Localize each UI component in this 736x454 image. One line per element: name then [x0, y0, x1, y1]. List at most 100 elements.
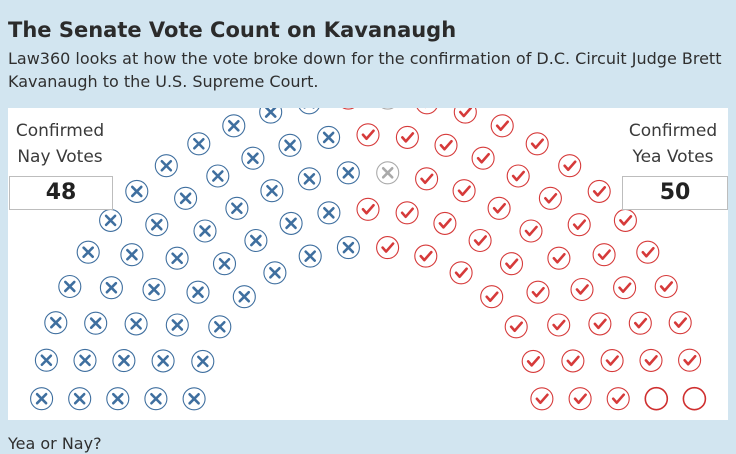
seat-nay [193, 219, 217, 243]
seat-nay [241, 146, 265, 170]
chart-title: The Senate Vote Count on Kavanaugh [8, 18, 457, 42]
seat-nay [244, 228, 268, 253]
seat-yea [471, 146, 495, 170]
seat-nay [76, 240, 100, 264]
seat-yea [628, 311, 652, 335]
seat-yea [587, 179, 611, 203]
seat-yea [449, 261, 473, 285]
seat-nay [154, 154, 178, 178]
seat-yea [342, 108, 355, 110]
seat-yea [526, 280, 550, 304]
seat-yea [613, 276, 637, 300]
seat-yea [654, 274, 678, 299]
seat-diagram [30, 108, 707, 411]
seat-nay [142, 277, 166, 302]
seat-nay [120, 243, 144, 267]
seat-yea [356, 123, 380, 147]
seat-nay [225, 196, 249, 220]
seat-nay [182, 387, 206, 411]
seat-nay [58, 274, 82, 299]
seat-nay [124, 312, 148, 336]
seat-nay [73, 348, 97, 372]
seat-yea [530, 387, 554, 411]
filter-prompt: Yea or Nay? [8, 434, 102, 453]
seat-yea [395, 201, 419, 225]
seat-nay [336, 161, 360, 185]
seat-yea [592, 243, 616, 267]
seat-nay [174, 186, 198, 210]
seat-nay [317, 125, 341, 149]
seat-not-voting [381, 108, 394, 110]
seat-yea [453, 108, 477, 124]
yea-votes-count: 50 [622, 176, 728, 210]
seat-yea [525, 132, 549, 156]
seat-yea [415, 167, 439, 191]
seat-present [682, 386, 707, 411]
seat-nay [99, 208, 123, 232]
seat-yea [519, 219, 543, 243]
seat-nay [279, 211, 303, 235]
seat-yea [568, 387, 592, 411]
seat-nay [208, 315, 232, 339]
seat-nay [186, 280, 210, 304]
seat-yea [376, 236, 400, 260]
seat-yea [678, 348, 702, 372]
seat-yea [499, 252, 524, 276]
seat-yea [416, 108, 438, 115]
seat-yea [490, 114, 514, 138]
seat-nay [212, 252, 237, 276]
seat-nay [84, 311, 108, 335]
seat-nay [34, 348, 58, 372]
seat-nay [297, 167, 321, 191]
seat-not-voting [376, 161, 400, 185]
seat-yea [521, 349, 545, 373]
seat-yea [606, 387, 630, 411]
nay-votes-count: 48 [9, 176, 113, 210]
seat-yea [414, 244, 438, 268]
seat-yea [468, 228, 492, 253]
seat-yea [504, 315, 528, 339]
yea-votes-label: Confirmed Yea Votes [628, 121, 718, 167]
seat-nay [259, 108, 283, 124]
seat-yea [452, 179, 476, 203]
seat-yea [434, 133, 458, 157]
seat-nay [298, 108, 320, 115]
seat-nay [191, 349, 215, 373]
seat-yea [547, 313, 571, 337]
seat-nay [68, 387, 92, 411]
seat-yea [356, 197, 380, 221]
nay-votes-label: Confirmed Nay Votes [15, 121, 105, 167]
seat-yea [480, 285, 504, 309]
seat-yea [636, 240, 660, 264]
seat-nay [206, 164, 230, 188]
seat-nay [112, 349, 136, 373]
seat-nay [187, 132, 211, 156]
seat-nay [151, 349, 175, 373]
seat-nay [106, 387, 130, 411]
seat-nay [232, 285, 256, 309]
seat-nay [222, 114, 246, 138]
seat-yea [561, 349, 585, 373]
seat-nay [317, 201, 341, 225]
seat-nay [165, 246, 189, 270]
seat-yea [538, 186, 562, 210]
seat-nay [99, 276, 123, 300]
seat-nay [144, 387, 168, 411]
seat-nay [260, 179, 284, 203]
seat-yea [558, 154, 582, 178]
seat-yea [613, 208, 637, 232]
seat-yea [588, 312, 612, 336]
seat-yea [487, 196, 511, 220]
seat-yea [668, 311, 692, 335]
seat-nay [165, 313, 189, 337]
seat-yea [570, 277, 594, 302]
seat-nay [125, 179, 149, 203]
seat-yea [639, 348, 663, 372]
seat-yea [567, 213, 591, 237]
seat-nay [263, 261, 287, 285]
seat-present [644, 386, 669, 411]
seat-yea [600, 349, 624, 373]
seat-nay [298, 244, 322, 268]
senate-seat-chart: Confirmed Nay Votes 48 Confirmed Yea Vot… [8, 108, 728, 420]
chart-subtitle: Law360 looks at how the vote broke down … [8, 49, 722, 91]
